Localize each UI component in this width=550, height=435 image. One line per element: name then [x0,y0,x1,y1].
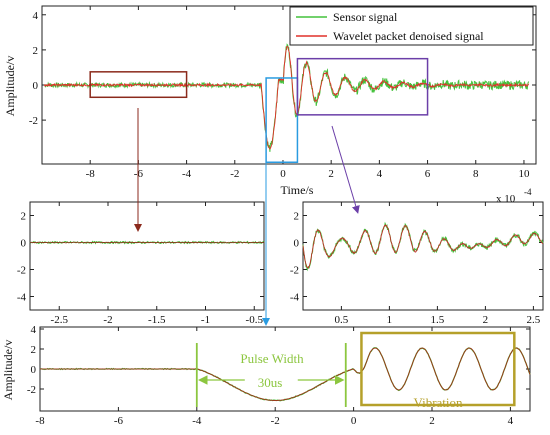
x-tick-label: -1.5 [148,314,166,326]
x-tick-label: -2.5 [51,314,69,326]
bottom-ylabel: Amplitude/v [1,340,15,401]
series-denoised-line [29,241,265,244]
x-tick-label: 0 [280,168,286,180]
series-sensor-line [302,221,544,272]
x-tick-label: -4 [182,168,192,180]
y-tick-label: -2 [27,384,36,396]
x-tick-label: 2.5 [527,314,541,326]
x-tick-label: 4 [377,168,383,180]
vibration-label: Vibration [413,395,463,410]
x-tick-label: 4 [508,415,514,427]
legend-label-denoised: Wavelet packet denoised signal [333,29,484,43]
x-tick-label: 8 [473,168,479,180]
y-tick-label: -4 [290,292,300,304]
main-ylabel: Amplitude/v [3,56,17,117]
series-denoised-line [40,347,531,401]
right-zoom-exponent-power: -4 [524,187,532,197]
x-tick-label: 6 [425,168,431,180]
x-tick-label: 1 [387,314,393,326]
y-tick-label: 0 [31,364,37,376]
x-tick-label: -2 [271,415,280,427]
vibration-box [360,331,516,407]
y-tick-label: -2 [290,265,299,277]
series-sensor-line [44,43,530,152]
y-tick-label: 0 [33,80,39,92]
x-tick-label: -1 [201,314,210,326]
x-tick-label: -6 [134,168,144,180]
x-tick-label: -0.5 [246,314,264,326]
x-tick-label: -2 [103,314,112,326]
zoom-region-box [89,71,188,99]
arrow-right-zoom [331,125,360,214]
pulse-width-label: Pulse Width [240,351,304,366]
x-tick-label: -8 [35,415,45,427]
left-zoom-frame [29,201,265,311]
zoom-region-box [296,57,429,116]
series-denoised-line [302,224,544,269]
x-tick-label: 2 [483,314,489,326]
x-tick-label: -2 [230,168,239,180]
series-denoised-line [43,45,530,150]
y-tick-label: 2 [33,45,39,57]
x-tick-label: 0.5 [335,314,349,326]
x-tick-label: 10 [518,168,530,180]
right-zoom-frame [302,201,544,311]
main-xlabel: Time/s [281,183,314,197]
x-tick-label: -4 [192,415,202,427]
y-tick-label: 2 [31,344,37,356]
y-tick-label: 0 [21,238,27,250]
legend-label-sensor: Sensor signal [333,10,398,24]
legend [289,6,534,46]
x-tick-label: -6 [114,415,124,427]
y-tick-label: -2 [29,115,38,127]
y-tick-label: -2 [17,265,26,277]
y-tick-label: 0 [294,238,300,250]
x-tick-label: 2 [429,415,435,427]
y-tick-label: -4 [17,292,27,304]
x-tick-label: 2 [328,168,334,180]
pulse-width-value: 30us [258,375,283,390]
right-zoom-exponent-label: x 10 [496,193,516,205]
y-tick-label: 4 [33,10,39,22]
y-tick-label: 4 [31,324,37,336]
zoom-region-box [265,77,299,163]
x-tick-label: -8 [86,168,96,180]
x-tick-label: 0 [351,415,357,427]
y-tick-label: 2 [294,211,300,223]
x-tick-label: 1.5 [431,314,445,326]
y-tick-label: 2 [21,211,27,223]
